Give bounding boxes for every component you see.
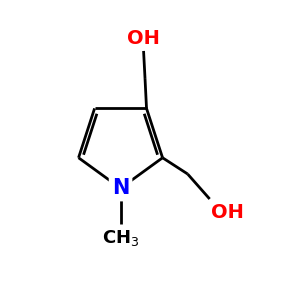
Text: CH$_3$: CH$_3$ <box>102 228 139 248</box>
Text: OH: OH <box>127 29 160 48</box>
Text: N: N <box>112 178 129 198</box>
Text: OH: OH <box>211 203 244 222</box>
